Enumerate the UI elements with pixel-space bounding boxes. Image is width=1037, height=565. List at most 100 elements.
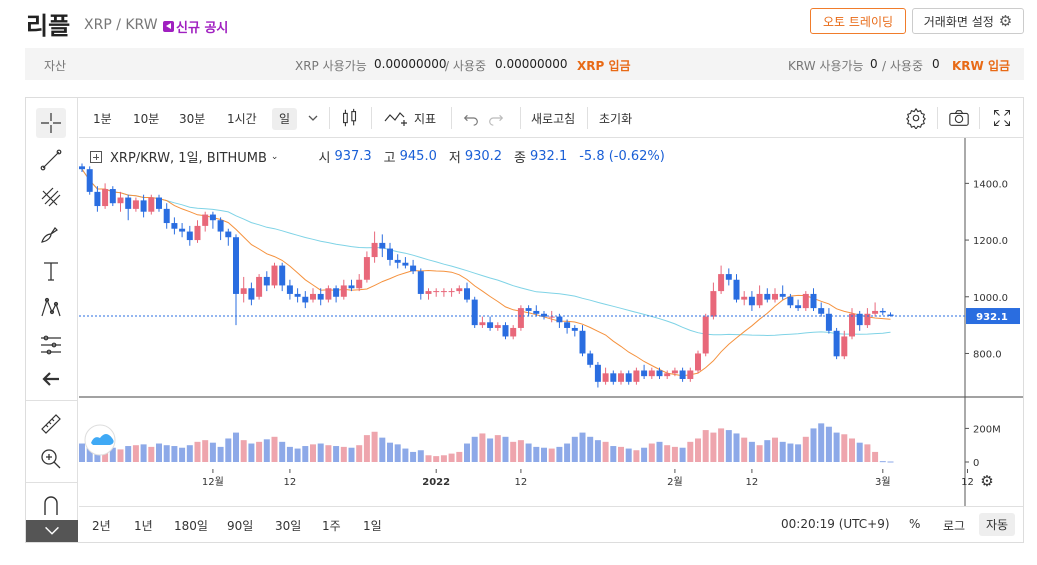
- volume-bar: [825, 426, 832, 462]
- chevron-down-icon[interactable]: [307, 106, 319, 128]
- symbol-label[interactable]: XRP/KRW, 1일, BITHUMB: [110, 151, 267, 166]
- candle-body: [679, 370, 686, 379]
- settings-icon[interactable]: [905, 107, 927, 130]
- reset-button[interactable]: 초기화: [599, 112, 633, 126]
- volume-bar: [109, 447, 116, 462]
- volume-bar: [248, 443, 255, 462]
- pitchfork-icon[interactable]: [36, 182, 66, 212]
- candle-body: [756, 293, 763, 306]
- candle-body: [148, 197, 155, 212]
- candle-body: [456, 288, 463, 292]
- candle-body: [140, 200, 147, 212]
- candle-body: [240, 288, 247, 294]
- expand-plus-icon[interactable]: [90, 150, 102, 163]
- layout-settings-button[interactable]: 거래화면 설정 ⚙: [912, 8, 1024, 34]
- auto-toggle[interactable]: 자동: [979, 513, 1016, 536]
- asset-label: 자산: [44, 59, 67, 73]
- krw-available-value: 0: [870, 57, 878, 71]
- interval-1m[interactable]: 1분: [93, 112, 112, 126]
- candle-body: [448, 291, 455, 293]
- volume-bar: [379, 437, 386, 462]
- range-30d[interactable]: 30일: [275, 519, 302, 533]
- candle-type-icon[interactable]: [339, 107, 361, 129]
- time-tick-label: 2022: [422, 477, 450, 488]
- volume-bar: [833, 432, 840, 462]
- range-180d[interactable]: 180일: [174, 519, 208, 533]
- candle-body: [417, 271, 424, 294]
- back-arrow-icon[interactable]: [36, 364, 66, 394]
- notice-link[interactable]: 신규 공시: [163, 17, 228, 36]
- volume-bar: [317, 443, 324, 462]
- candle-body: [125, 197, 132, 209]
- fullscreen-icon[interactable]: [992, 107, 1012, 129]
- forecast-icon[interactable]: [36, 330, 66, 360]
- crosshair-icon[interactable]: [36, 108, 66, 138]
- candle-body: [294, 293, 301, 297]
- undo-icon[interactable]: [462, 107, 480, 129]
- volume-bar: [163, 445, 170, 462]
- brush-icon[interactable]: [36, 219, 66, 249]
- volume-bar: [86, 446, 93, 462]
- candle-body: [402, 262, 409, 266]
- volume-bar: [302, 446, 309, 462]
- toolbar-divider: [587, 107, 588, 129]
- volume-bar: [225, 438, 232, 462]
- range-1y[interactable]: 1년: [134, 519, 153, 533]
- range-1w[interactable]: 1주: [322, 519, 341, 533]
- magnet-icon[interactable]: [36, 490, 66, 520]
- indicator-icon[interactable]: [383, 107, 409, 129]
- candle-body: [209, 214, 216, 221]
- xrp-available-value: 0.00000000: [374, 57, 447, 71]
- price-chart[interactable]: 1400.0 1200.0 1000.0 800.0 200M 0 12월 12 2022 12 2…: [79, 138, 1023, 506]
- volume-bar: [664, 445, 671, 462]
- candle-body: [502, 325, 509, 337]
- xrp-deposit-link[interactable]: XRP 입금: [577, 59, 631, 73]
- low-value: 930.2: [464, 149, 503, 164]
- text-icon[interactable]: [36, 256, 66, 286]
- volume-bar: [695, 438, 701, 462]
- candle-body: [856, 313, 863, 326]
- toolbar-divider: [371, 107, 372, 129]
- zoom-icon[interactable]: [36, 444, 66, 474]
- krw-deposit-link[interactable]: KRW 입금: [952, 59, 1011, 73]
- toolbar-collapse-button[interactable]: [26, 520, 78, 542]
- volume-bar: [602, 441, 609, 462]
- candle-body: [410, 265, 417, 272]
- volume-bar: [279, 441, 286, 462]
- refresh-button[interactable]: 새로고침: [531, 112, 576, 126]
- interval-30m[interactable]: 30분: [179, 112, 206, 126]
- ruler-icon[interactable]: [36, 409, 66, 439]
- candle-body: [671, 370, 678, 374]
- trendline-icon[interactable]: [36, 145, 66, 175]
- clock-label[interactable]: 00:20:19 (UTC+9): [781, 517, 890, 531]
- volume-bar: [310, 444, 316, 462]
- candle-body: [86, 169, 93, 192]
- interval-1h[interactable]: 1시간: [227, 112, 257, 126]
- range-1d[interactable]: 1일: [363, 519, 382, 533]
- range-2y[interactable]: 2년: [92, 519, 111, 533]
- volume-bar: [656, 441, 663, 462]
- camera-icon[interactable]: [948, 107, 970, 129]
- volume-bar: [363, 435, 370, 462]
- interval-1d[interactable]: 일: [272, 108, 298, 130]
- candle-body: [109, 189, 116, 204]
- indicator-label[interactable]: 지표: [414, 112, 437, 126]
- log-toggle[interactable]: 로그: [943, 519, 966, 533]
- pattern-icon[interactable]: [36, 293, 66, 323]
- percent-toggle[interactable]: %: [909, 517, 921, 531]
- redo-icon[interactable]: [487, 107, 505, 129]
- range-90d[interactable]: 90일: [227, 519, 254, 533]
- candle-body: [710, 291, 717, 317]
- gear-icon[interactable]: ⚙: [980, 472, 993, 490]
- toolbar-divider: [26, 482, 78, 483]
- candle-body: [248, 288, 255, 300]
- chevron-down-icon[interactable]: ⌄: [270, 151, 279, 162]
- interval-10m[interactable]: 10분: [133, 112, 160, 126]
- time-tick-label: 12: [284, 477, 297, 488]
- volume-bar: [410, 451, 417, 462]
- slow-moving-average-line: [81, 168, 891, 337]
- auto-trading-button[interactable]: 오토 트레이딩: [810, 8, 906, 34]
- volume-bar: [140, 444, 147, 462]
- layout-settings-label: 거래화면 설정: [923, 14, 994, 29]
- candle-body: [525, 308, 532, 311]
